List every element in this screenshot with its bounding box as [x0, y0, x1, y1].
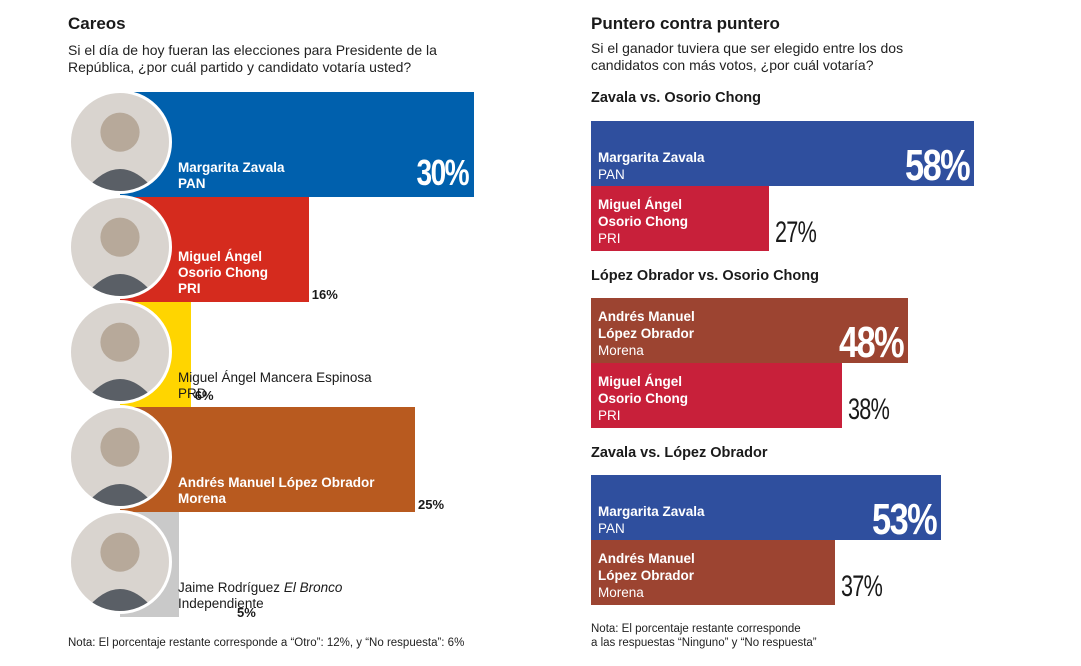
matchup-bar: [591, 298, 908, 363]
right-note-line2: a las respuestas “Ninguno” y “No respues…: [591, 637, 817, 649]
candidate-photo: [68, 510, 172, 614]
bar-label: Miguel Ángel Osorio Chong PRI: [598, 373, 688, 424]
candidate-name: Andrés Manuel: [598, 309, 695, 324]
candidate-photo: [68, 195, 172, 299]
value-label: 5%: [237, 605, 256, 620]
bar-label: Margarita Zavala PAN: [598, 149, 705, 183]
candidate-party: PAN: [598, 521, 625, 536]
matchup-bar: [591, 540, 836, 605]
bar-label: Andrés Manuel López Obrador Morena: [598, 550, 695, 601]
candidate-name-line2: Osorio Chong: [598, 391, 688, 406]
bar-label: Andrés Manuel López Obrador Morena: [598, 308, 695, 359]
bar-label: Miguel Ángel Osorio Chong PRI: [598, 196, 688, 247]
matchup-bar: [591, 186, 770, 251]
value-label: 37%: [841, 570, 883, 603]
candidate-name: Miguel Ángel: [178, 249, 262, 264]
value-label: 58%: [904, 141, 971, 190]
matchup-title: Zavala vs. Osorio Chong: [591, 90, 762, 106]
bar-label: Margarita Zavala PAN: [598, 503, 705, 537]
candidate-name: Margarita Zavala: [178, 160, 285, 175]
candidate-party: Morena: [178, 491, 227, 506]
matchup-title: López Obrador vs. Osorio Chong: [591, 268, 819, 284]
value-label: 53%: [871, 495, 938, 544]
candidate-party: PRI: [598, 408, 621, 423]
candidate-party: PRI: [178, 281, 201, 296]
value-label: 48%: [838, 318, 905, 367]
candidate-name: Miguel Ángel Mancera Espinosa: [178, 370, 372, 385]
matchup-title: Zavala vs. López Obrador: [591, 445, 768, 461]
value-label: 16%: [311, 287, 338, 302]
candidate-name: Miguel Ángel: [598, 374, 682, 389]
bar-label: Miguel Ángel Mancera Espinosa PRD: [178, 370, 372, 402]
matchup-bar: [591, 475, 941, 540]
value-label: 27%: [775, 216, 817, 249]
candidate-name: Miguel Ángel: [598, 197, 682, 212]
value-label: 30%: [416, 152, 469, 193]
candidate-name-italic: El Bronco: [283, 580, 343, 595]
candidate-photo: [68, 405, 172, 509]
candidate-name: Margarita Zavala: [598, 504, 705, 519]
right-note-line1: Nota: El porcentaje restante corresponde: [591, 623, 801, 635]
bar-label: Margarita Zavala PAN: [178, 160, 285, 192]
candidate-name: Margarita Zavala: [598, 150, 705, 165]
candidate-party: PAN: [178, 176, 206, 191]
left-subtitle-line1: Si el día de hoy fueran las elecciones p…: [68, 42, 437, 58]
bar-label: Jaime Rodríguez El Bronco Independiente: [178, 580, 342, 612]
left-subtitle-line2: República, ¿por cuál partido y candidato…: [68, 59, 412, 75]
matchup-bar: [591, 363, 842, 428]
candidate-party: PRD: [178, 386, 207, 401]
right-subtitle: Si el ganador tuviera que ser elegido en…: [591, 40, 903, 74]
value-label: 38%: [847, 393, 890, 426]
right-note: Nota: El porcentaje restante corresponde…: [591, 622, 817, 650]
candidate-name: Andrés Manuel: [598, 551, 695, 566]
left-title: Careos: [68, 14, 126, 33]
candidate-party: PRI: [598, 231, 621, 246]
candidate-name-line2: Osorio Chong: [598, 214, 688, 229]
value-label: 25%: [418, 497, 445, 512]
candidate-name: Jaime Rodríguez El Bronco: [178, 580, 342, 596]
candidate-name-line2: López Obrador: [598, 568, 695, 583]
candidate-party: PAN: [598, 167, 625, 182]
candidate-party: Morena: [598, 585, 644, 600]
candidate-name-line2: López Obrador: [598, 326, 695, 341]
candidate-name-text: Jaime Rodríguez: [178, 580, 284, 595]
bar-label: Andrés Manuel López Obrador Morena: [178, 475, 375, 507]
matchup-bar: [591, 121, 974, 186]
candidate-name-line2: Osorio Chong: [178, 265, 268, 280]
left-note: Nota: El porcentaje restante corresponde…: [68, 637, 465, 649]
candidate-party: Morena: [598, 343, 644, 358]
candidate-photo: [68, 90, 172, 194]
candidate-party: Independiente: [178, 596, 264, 611]
value-label: 6%: [194, 388, 214, 403]
bar-label: Miguel Ángel Osorio Chong PRI: [178, 249, 268, 297]
left-subtitle: Si el día de hoy fueran las elecciones p…: [68, 42, 437, 76]
bar-1: [120, 92, 474, 197]
right-title: Puntero contra puntero: [591, 14, 780, 33]
right-subtitle-line2: candidatos con más votos, ¿por cuál vota…: [591, 57, 874, 73]
right-subtitle-line1: Si el ganador tuviera que ser elegido en…: [591, 40, 904, 56]
candidate-photo: [68, 300, 172, 404]
candidate-name: Andrés Manuel López Obrador: [178, 475, 375, 490]
